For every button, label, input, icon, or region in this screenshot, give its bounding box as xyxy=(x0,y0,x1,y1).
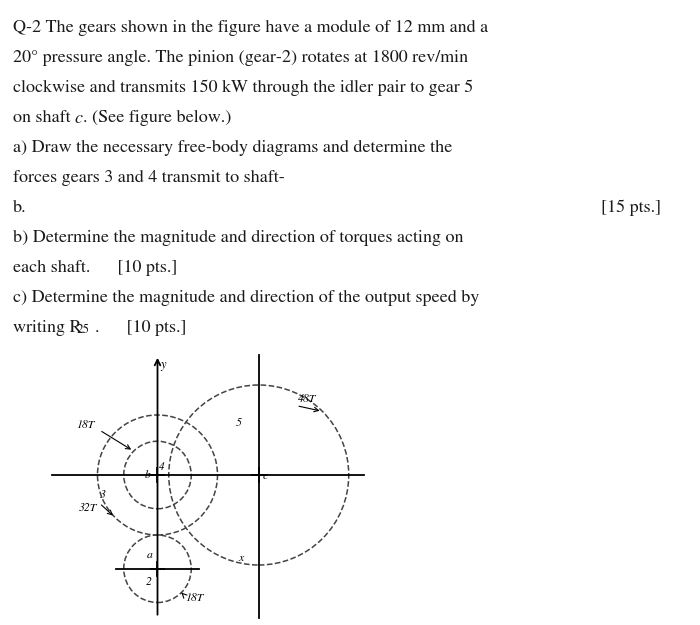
Text: 48T: 48T xyxy=(298,394,316,404)
Text: 5: 5 xyxy=(237,418,242,428)
Text: b: b xyxy=(144,470,150,480)
Text: writing R: writing R xyxy=(13,320,81,336)
Text: x: x xyxy=(238,553,244,563)
Text: 32T: 32T xyxy=(78,503,97,512)
Text: 3: 3 xyxy=(99,489,105,499)
Text: b.: b. xyxy=(13,200,26,216)
Text: y: y xyxy=(160,359,166,371)
Text: 18T: 18T xyxy=(186,592,204,602)
Text: 25: 25 xyxy=(77,324,90,336)
Text: c: c xyxy=(74,110,82,127)
Text: .      [10 pts.]: . [10 pts.] xyxy=(95,320,187,336)
Text: c: c xyxy=(262,471,267,481)
Text: 4: 4 xyxy=(160,462,165,472)
Text: [15 pts.]: [15 pts.] xyxy=(601,200,661,216)
Text: 2: 2 xyxy=(146,577,152,587)
Text: forces gears 3 and 4 transmit to shaft-: forces gears 3 and 4 transmit to shaft- xyxy=(13,170,284,186)
Text: on shaft: on shaft xyxy=(13,110,75,126)
Text: 18T: 18T xyxy=(77,420,95,430)
Text: a) Draw the necessary free-body diagrams and determine the: a) Draw the necessary free-body diagrams… xyxy=(13,140,452,156)
Text: 20° pressure angle. The pinion (gear-2) rotates at 1800 rev/min: 20° pressure angle. The pinion (gear-2) … xyxy=(13,50,468,66)
Text: clockwise and transmits 150 kW through the idler pair to gear 5: clockwise and transmits 150 kW through t… xyxy=(13,80,473,96)
Text: a: a xyxy=(146,550,152,560)
Text: c) Determine the magnitude and direction of the output speed by: c) Determine the magnitude and direction… xyxy=(13,290,479,306)
Text: . (See figure below.): . (See figure below.) xyxy=(83,110,231,126)
Text: b) Determine the magnitude and direction of torques acting on: b) Determine the magnitude and direction… xyxy=(13,230,463,246)
Text: each shaft.      [10 pts.]: each shaft. [10 pts.] xyxy=(13,260,177,276)
Text: Q-2 The gears shown in the figure have a module of 12 mm and a: Q-2 The gears shown in the figure have a… xyxy=(13,20,488,36)
